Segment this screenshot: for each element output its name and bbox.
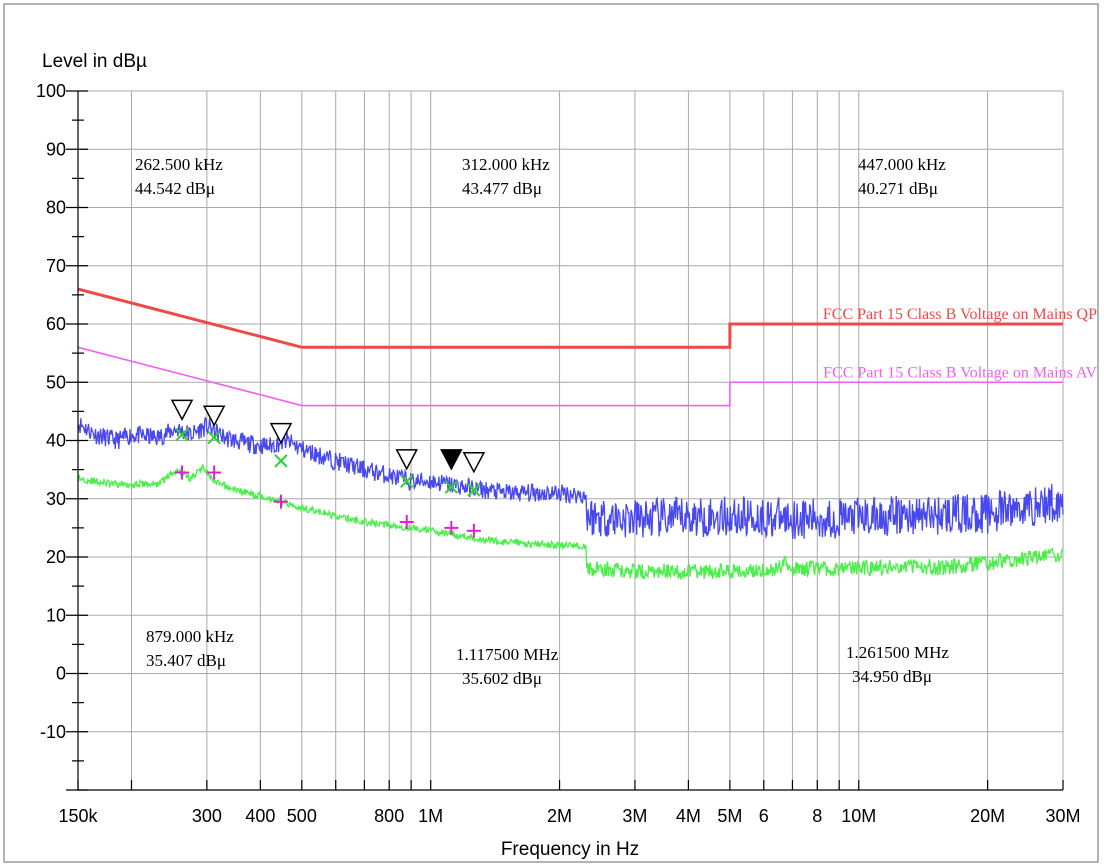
peak-marker — [395, 449, 418, 471]
x-tick-label: 5M — [717, 806, 742, 826]
y-tick-label: 40 — [46, 431, 66, 451]
y-tick-label: 0 — [56, 664, 66, 684]
qp-point — [444, 480, 459, 494]
qp-cross-b — [467, 483, 481, 497]
av-point — [444, 520, 459, 535]
peak-marker — [170, 399, 194, 421]
qp-point — [467, 483, 481, 497]
peak-marker-active — [440, 449, 463, 471]
x-tick-label: 30M — [1045, 806, 1080, 826]
qp-cross-b — [207, 430, 221, 445]
annotation-4-level: 35.407 dBμ — [146, 651, 226, 670]
markers — [170, 399, 486, 538]
x-axis-title: Frequency in Hz — [501, 839, 639, 860]
av-point — [466, 523, 481, 538]
av-limit-line — [77, 346, 1063, 407]
annotation-2-level: 43.477 dBμ — [462, 179, 542, 198]
qp-limit-label: FCC Part 15 Class B Voltage on Mains QP — [823, 306, 1097, 323]
x-tick-label: 800 — [374, 806, 404, 826]
annotation-3-freq: 447.000 kHz — [858, 155, 946, 174]
y-tick-label: 70 — [46, 256, 66, 276]
outer-border — [3, 3, 1099, 863]
annotation-6-freq: 1.261500 MHz — [846, 643, 949, 662]
annotation-5-level: 35.602 dBμ — [462, 669, 542, 688]
annotation-6-level: 34.950 dBμ — [852, 667, 932, 686]
av-point — [399, 515, 414, 530]
av-point — [175, 465, 190, 480]
annotation-2-freq: 312.000 kHz — [462, 155, 550, 174]
qp-limit-line — [77, 287, 1063, 349]
x-tick-label: 4M — [676, 806, 701, 826]
y-tick-label: 20 — [46, 547, 66, 567]
y-tick-label: 60 — [46, 314, 66, 334]
x-tick-label: 20M — [970, 806, 1005, 826]
qp-point — [207, 430, 221, 445]
annotation-4-freq: 879.000 kHz — [146, 627, 234, 646]
y-tick-label: 10 — [46, 605, 66, 625]
peak-marker — [269, 422, 293, 445]
x-tick-label: 400 — [245, 806, 275, 826]
qp-cross-b — [175, 427, 189, 442]
y-tick-label: 30 — [46, 489, 66, 509]
x-tick-label: 150k — [58, 806, 98, 826]
y-tick-label: 50 — [46, 372, 66, 392]
y-tick-label: 100 — [36, 81, 66, 101]
qp-cross-b — [400, 474, 414, 488]
measurement-traces — [77, 416, 1064, 581]
average-trace — [77, 463, 1064, 581]
qp-point — [175, 427, 189, 442]
x-tick-label: 2M — [547, 806, 572, 826]
peak-trace — [77, 416, 1064, 540]
peak-marker — [202, 405, 226, 427]
annotation-3-level: 40.271 dBμ — [858, 179, 938, 198]
y-axis-title: Level in dBµ — [42, 51, 147, 72]
peak-marker — [462, 452, 486, 474]
y-tick-label: -10 — [40, 722, 66, 742]
qp-point — [400, 474, 414, 488]
x-tick-label: 6 — [759, 806, 769, 826]
x-tick-label: 1M — [418, 806, 443, 826]
x-tick-label: 8 — [812, 806, 822, 826]
x-tick-label: 300 — [192, 806, 222, 826]
x-tick-label: 3M — [622, 806, 647, 826]
qp-cross-b — [444, 480, 459, 494]
annotation-1-level: 44.542 dBμ — [135, 179, 215, 198]
x-tick-label: 500 — [287, 806, 317, 826]
x-tick-label: 10M — [841, 806, 876, 826]
annotation-5-freq: 1.117500 MHz — [456, 645, 559, 664]
x-axis: 150k 300 400 500 800 1M 2M 3M 4M 5M 6 8 10M 20M 30M — [58, 780, 1081, 826]
y-tick-label: 90 — [46, 139, 66, 159]
av-point — [273, 494, 288, 509]
annotation-1-freq: 262.500 kHz — [135, 155, 223, 174]
qp-cross-b — [274, 454, 288, 468]
av-point — [207, 465, 222, 480]
y-tick-label: 80 — [46, 198, 66, 218]
limit-lines: FCC Part 15 Class B Voltage on Mains QP F… — [77, 287, 1097, 407]
qp-point — [274, 454, 288, 468]
av-limit-label: FCC Part 15 Class B Voltage on Mains AV — [823, 364, 1097, 381]
